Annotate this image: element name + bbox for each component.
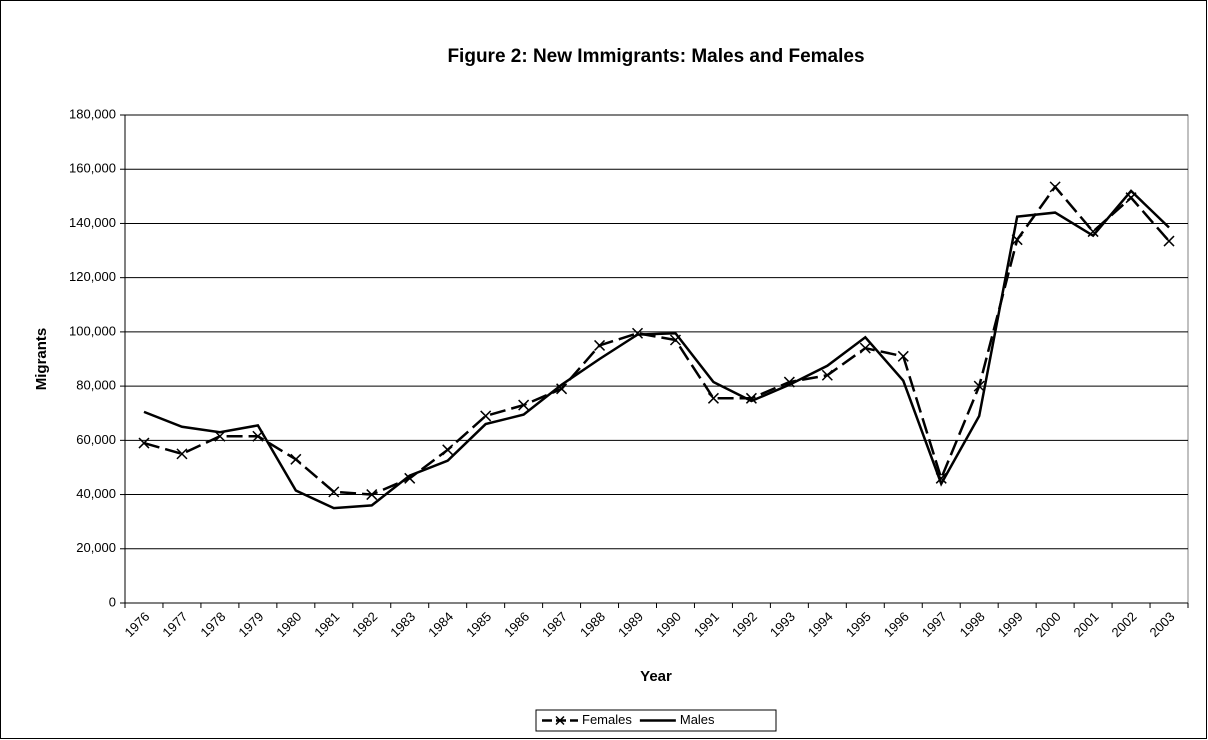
- y-tick-label: 120,000: [69, 269, 116, 284]
- y-tick-label: 180,000: [69, 106, 116, 121]
- marker: [745, 392, 757, 404]
- series-line: [143, 184, 1170, 496]
- marker: [366, 489, 378, 501]
- plot-area: [124, 114, 1189, 604]
- y-tick-label: 140,000: [69, 215, 116, 230]
- marker: [328, 486, 340, 498]
- marker: [176, 448, 188, 460]
- marker: [897, 350, 909, 362]
- y-tick-label: 60,000: [76, 432, 116, 447]
- marker: [442, 444, 454, 456]
- marker: [707, 392, 719, 404]
- marker: [556, 383, 568, 395]
- marker: [480, 410, 492, 422]
- legend-marker: [555, 715, 565, 726]
- y-tick-label: 0: [109, 594, 116, 609]
- chart-title: Figure 2: New Immigrants: Males and Fema…: [447, 46, 864, 67]
- marker: [1049, 181, 1061, 193]
- y-axis-title: Migrants: [33, 328, 50, 391]
- legend: Females Males: [535, 709, 777, 732]
- series-line: [143, 189, 1170, 510]
- legend-label: Males: [680, 712, 715, 727]
- marker: [1163, 235, 1175, 247]
- marker: [821, 369, 833, 381]
- y-tick-label: 80,000: [76, 378, 116, 393]
- marker: [973, 380, 985, 392]
- marker: [518, 399, 530, 411]
- x-axis-title: Year: [640, 668, 672, 685]
- y-tick-label: 20,000: [76, 540, 116, 555]
- marker: [859, 342, 871, 354]
- marker: [138, 437, 150, 449]
- legend-label: Females: [582, 712, 632, 727]
- marker: [290, 453, 302, 465]
- y-tick-label: 160,000: [69, 161, 116, 176]
- y-tick-label: 100,000: [69, 323, 116, 338]
- marker: [594, 339, 606, 351]
- y-tick-label: 40,000: [76, 486, 116, 501]
